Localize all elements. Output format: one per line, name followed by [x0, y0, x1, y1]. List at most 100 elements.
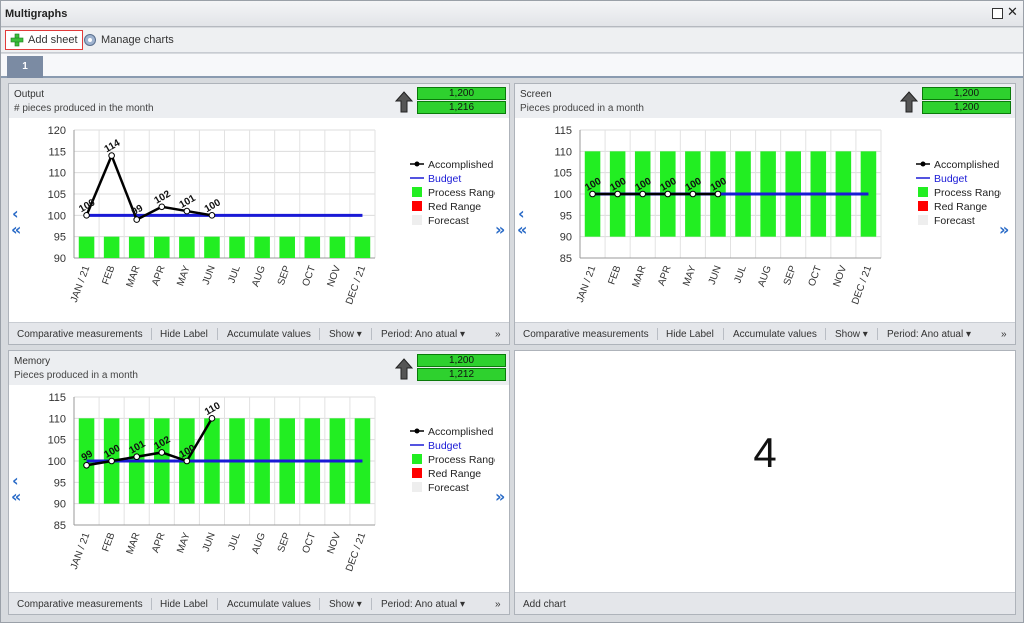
panel-subtitle: Pieces produced in a month [14, 370, 138, 381]
legend-label: Red Range [428, 468, 481, 480]
show-dropdown[interactable]: Show ▾ [329, 599, 362, 610]
hide-label-button[interactable]: Hide Label [666, 329, 714, 340]
plus-icon [10, 33, 24, 47]
accomplished-point [689, 190, 697, 198]
first-icon[interactable]: « [11, 487, 22, 506]
panel-header: Memory Pieces produced in a month 1,200 … [9, 351, 509, 385]
last-icon[interactable]: » [495, 487, 506, 506]
legend-label: Budget [428, 440, 461, 452]
more-button[interactable]: » [495, 329, 501, 340]
process-range-bar [254, 236, 270, 258]
accomplished-point [108, 152, 115, 159]
show-dropdown[interactable]: Show ▾ [329, 329, 362, 340]
legend-label: Accomplished [934, 159, 1000, 171]
process-range-bar [304, 236, 321, 258]
accomplished-point [664, 190, 672, 198]
process-range-bar [78, 236, 95, 258]
chart-panel-memory: Memory Pieces produced in a month 1,200 … [8, 350, 510, 615]
accumulate-values-button[interactable]: Accumulate values [227, 599, 311, 610]
previous-icon[interactable]: ‹ [518, 204, 525, 223]
chart-panel-output: Output # pieces produced in the month 1,… [8, 83, 510, 345]
accomplished-point [714, 190, 722, 198]
y-tick-label: 100 [48, 210, 66, 222]
tab-sheet-1[interactable]: 1 [7, 56, 43, 78]
more-button[interactable]: » [1001, 329, 1007, 340]
legend-marker [412, 201, 422, 211]
panel-footer: Add chart [515, 592, 1015, 614]
y-tick-label: 95 [560, 210, 572, 222]
y-tick-label: 110 [554, 146, 572, 158]
accomplished-point [614, 190, 621, 198]
empty-chart-panel[interactable]: 4 Add chart [514, 350, 1016, 615]
data-label: 99 [80, 448, 96, 463]
sheet-tabs: 1 [1, 54, 1023, 78]
legend-marker [412, 468, 422, 478]
legend-marker [918, 187, 928, 197]
panel-subtitle: Pieces produced in a month [520, 103, 644, 114]
legend-label: Process Range [428, 454, 495, 466]
trend-up-arrow-icon [395, 358, 413, 380]
previous-icon[interactable]: ‹ [12, 204, 19, 223]
y-tick-label: 105 [48, 435, 66, 447]
add-sheet-label: Add sheet [28, 34, 78, 46]
maximize-icon[interactable] [992, 8, 1003, 19]
legend-label: Process Range [934, 187, 1001, 199]
legend-label: Budget [428, 173, 461, 185]
legend-marker [920, 161, 926, 167]
chart-background [15, 120, 495, 325]
legend-marker [412, 215, 422, 225]
last-icon[interactable]: » [999, 220, 1010, 239]
chart-panel-screen: Screen Pieces produced in a month 1,200 … [514, 83, 1016, 345]
accumulate-values-button[interactable]: Accumulate values [733, 329, 817, 340]
legend-label: Budget [934, 173, 967, 185]
y-tick-label: 100 [48, 456, 66, 468]
first-icon[interactable]: « [11, 220, 22, 239]
accumulate-values-button[interactable]: Accumulate values [227, 329, 311, 340]
y-tick-label: 85 [560, 253, 572, 265]
legend-label: Forecast [428, 215, 469, 227]
comparative-measurements-button[interactable]: Comparative measurements [17, 329, 143, 340]
legend-label: Forecast [934, 215, 975, 227]
period-dropdown[interactable]: Period: Ano atual ▾ [381, 599, 465, 610]
close-icon[interactable]: ✕ [1007, 5, 1018, 20]
legend-label: Red Range [428, 201, 481, 213]
period-dropdown[interactable]: Period: Ano atual ▾ [887, 329, 971, 340]
legend-label: Accomplished [428, 159, 494, 171]
first-icon[interactable]: « [517, 220, 528, 239]
title-bar: Multigraphs ✕ [1, 1, 1023, 27]
accomplished-point [183, 457, 191, 465]
panel-header: Output # pieces produced in the month 1,… [9, 84, 509, 118]
hide-label-button[interactable]: Hide Label [160, 599, 208, 610]
y-tick-label: 90 [54, 253, 66, 265]
accomplished-point [83, 461, 90, 469]
y-tick-label: 85 [54, 520, 66, 532]
y-tick-label: 90 [54, 499, 66, 511]
previous-icon[interactable]: ‹ [12, 471, 19, 490]
panel-subtitle: # pieces produced in the month [14, 103, 154, 114]
more-button[interactable]: » [495, 599, 501, 610]
last-icon[interactable]: » [495, 220, 506, 239]
manage-charts-button[interactable]: Manage charts [79, 30, 178, 50]
accomplished-point [158, 449, 166, 456]
period-dropdown[interactable]: Period: Ano atual ▾ [381, 329, 465, 340]
accomplished-point [208, 415, 216, 422]
add-sheet-button[interactable]: Add sheet [5, 30, 83, 50]
add-chart-button[interactable]: Add chart [523, 599, 566, 610]
legend-label: Forecast [428, 482, 469, 494]
y-tick-label: 105 [48, 189, 66, 201]
hide-label-button[interactable]: Hide Label [160, 329, 208, 340]
y-tick-label: 115 [554, 125, 572, 137]
legend-label: Red Range [934, 201, 987, 213]
comparative-measurements-button[interactable]: Comparative measurements [523, 329, 649, 340]
accomplished-line [85, 152, 213, 222]
legend-marker [918, 201, 928, 211]
legend-marker [414, 161, 420, 167]
comparative-measurements-button[interactable]: Comparative measurements [17, 599, 143, 610]
window-title: Multigraphs [5, 8, 68, 20]
accomplished-point [639, 190, 647, 198]
process-range-bar [179, 236, 195, 258]
accomplished-point [133, 453, 141, 461]
show-dropdown[interactable]: Show ▾ [835, 329, 868, 340]
